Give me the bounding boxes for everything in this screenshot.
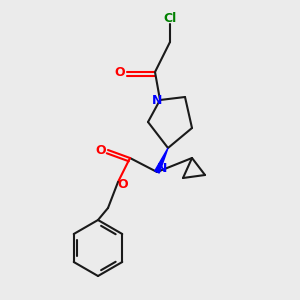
Polygon shape xyxy=(155,148,168,173)
Text: N: N xyxy=(157,163,167,176)
Text: O: O xyxy=(96,143,106,157)
Text: O: O xyxy=(118,178,128,191)
Text: N: N xyxy=(152,94,162,107)
Text: O: O xyxy=(115,65,125,79)
Text: Cl: Cl xyxy=(164,11,177,25)
